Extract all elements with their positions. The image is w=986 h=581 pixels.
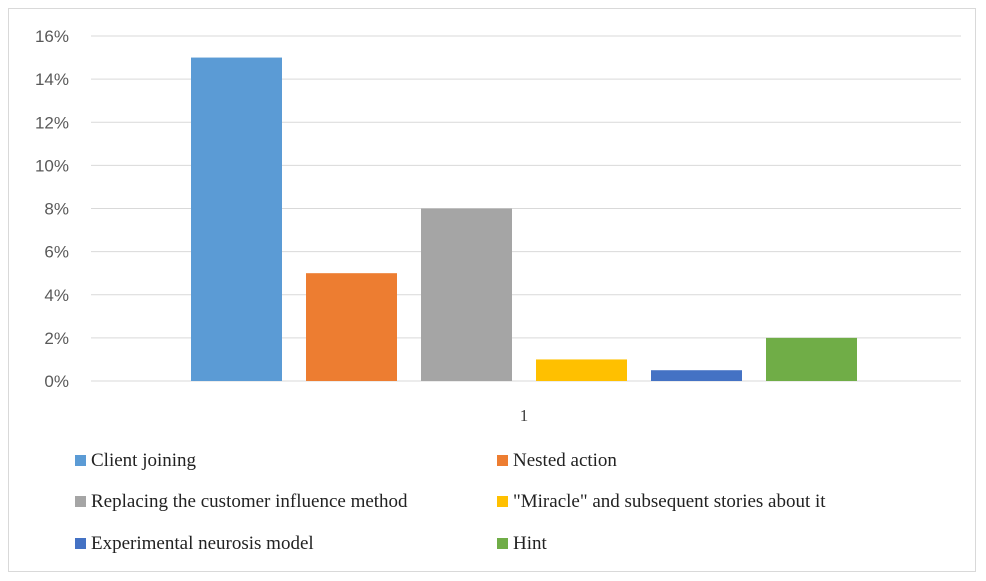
legend-label: Client joining [91, 450, 197, 471]
y-tick-label: 6% [44, 243, 69, 262]
legend-item: Client joining [75, 450, 197, 471]
y-tick-label: 4% [44, 286, 69, 305]
legend-swatch [75, 538, 86, 549]
legend-item: "Miracle" and subsequent stories about i… [497, 491, 826, 512]
legend: Client joining Nested action Replacing the… [75, 450, 826, 554]
legend-item: Experimental neurosis model [75, 533, 314, 554]
y-tick-label: 10% [35, 156, 69, 175]
legend-swatch [497, 496, 508, 507]
bar-3 [421, 208, 512, 381]
y-tick-label: 16% [35, 27, 69, 46]
y-tick-label: 8% [44, 200, 69, 219]
category-label: 1 [520, 406, 529, 425]
y-axis-ticks: 0% 2% 4% 6% 8% 10% 12% 14% 16% [35, 27, 69, 391]
legend-item: Replacing the customer influence method [75, 491, 408, 512]
x-axis: 1 [520, 406, 529, 425]
bar-6 [766, 337, 857, 381]
legend-label: Hint [513, 533, 548, 554]
legend-item: Nested action [497, 450, 617, 471]
legend-label: Nested action [513, 450, 617, 471]
bars [191, 57, 857, 381]
legend-swatch [497, 538, 508, 549]
legend-label: "Miracle" and subsequent stories about i… [513, 491, 826, 512]
legend-swatch [75, 455, 86, 466]
y-tick-label: 14% [35, 70, 69, 89]
y-tick-label: 12% [35, 113, 69, 132]
bar-chart: 0% 2% 4% 6% 8% 10% 12% 14% 16% 1 Client joining N… [35, 27, 961, 554]
legend-label: Replacing the customer influence method [91, 491, 408, 512]
bar-4 [536, 359, 627, 381]
legend-swatch [497, 455, 508, 466]
y-tick-label: 2% [44, 329, 69, 348]
legend-label: Experimental neurosis model [91, 533, 314, 554]
chart-frame: 0% 2% 4% 6% 8% 10% 12% 14% 16% 1 Client joining N… [8, 8, 976, 572]
bar-2 [306, 273, 397, 381]
y-tick-label: 0% [44, 372, 69, 391]
legend-item: Hint [497, 533, 548, 554]
legend-swatch [75, 496, 86, 507]
bar-5 [651, 370, 742, 381]
bar-1 [191, 57, 282, 381]
